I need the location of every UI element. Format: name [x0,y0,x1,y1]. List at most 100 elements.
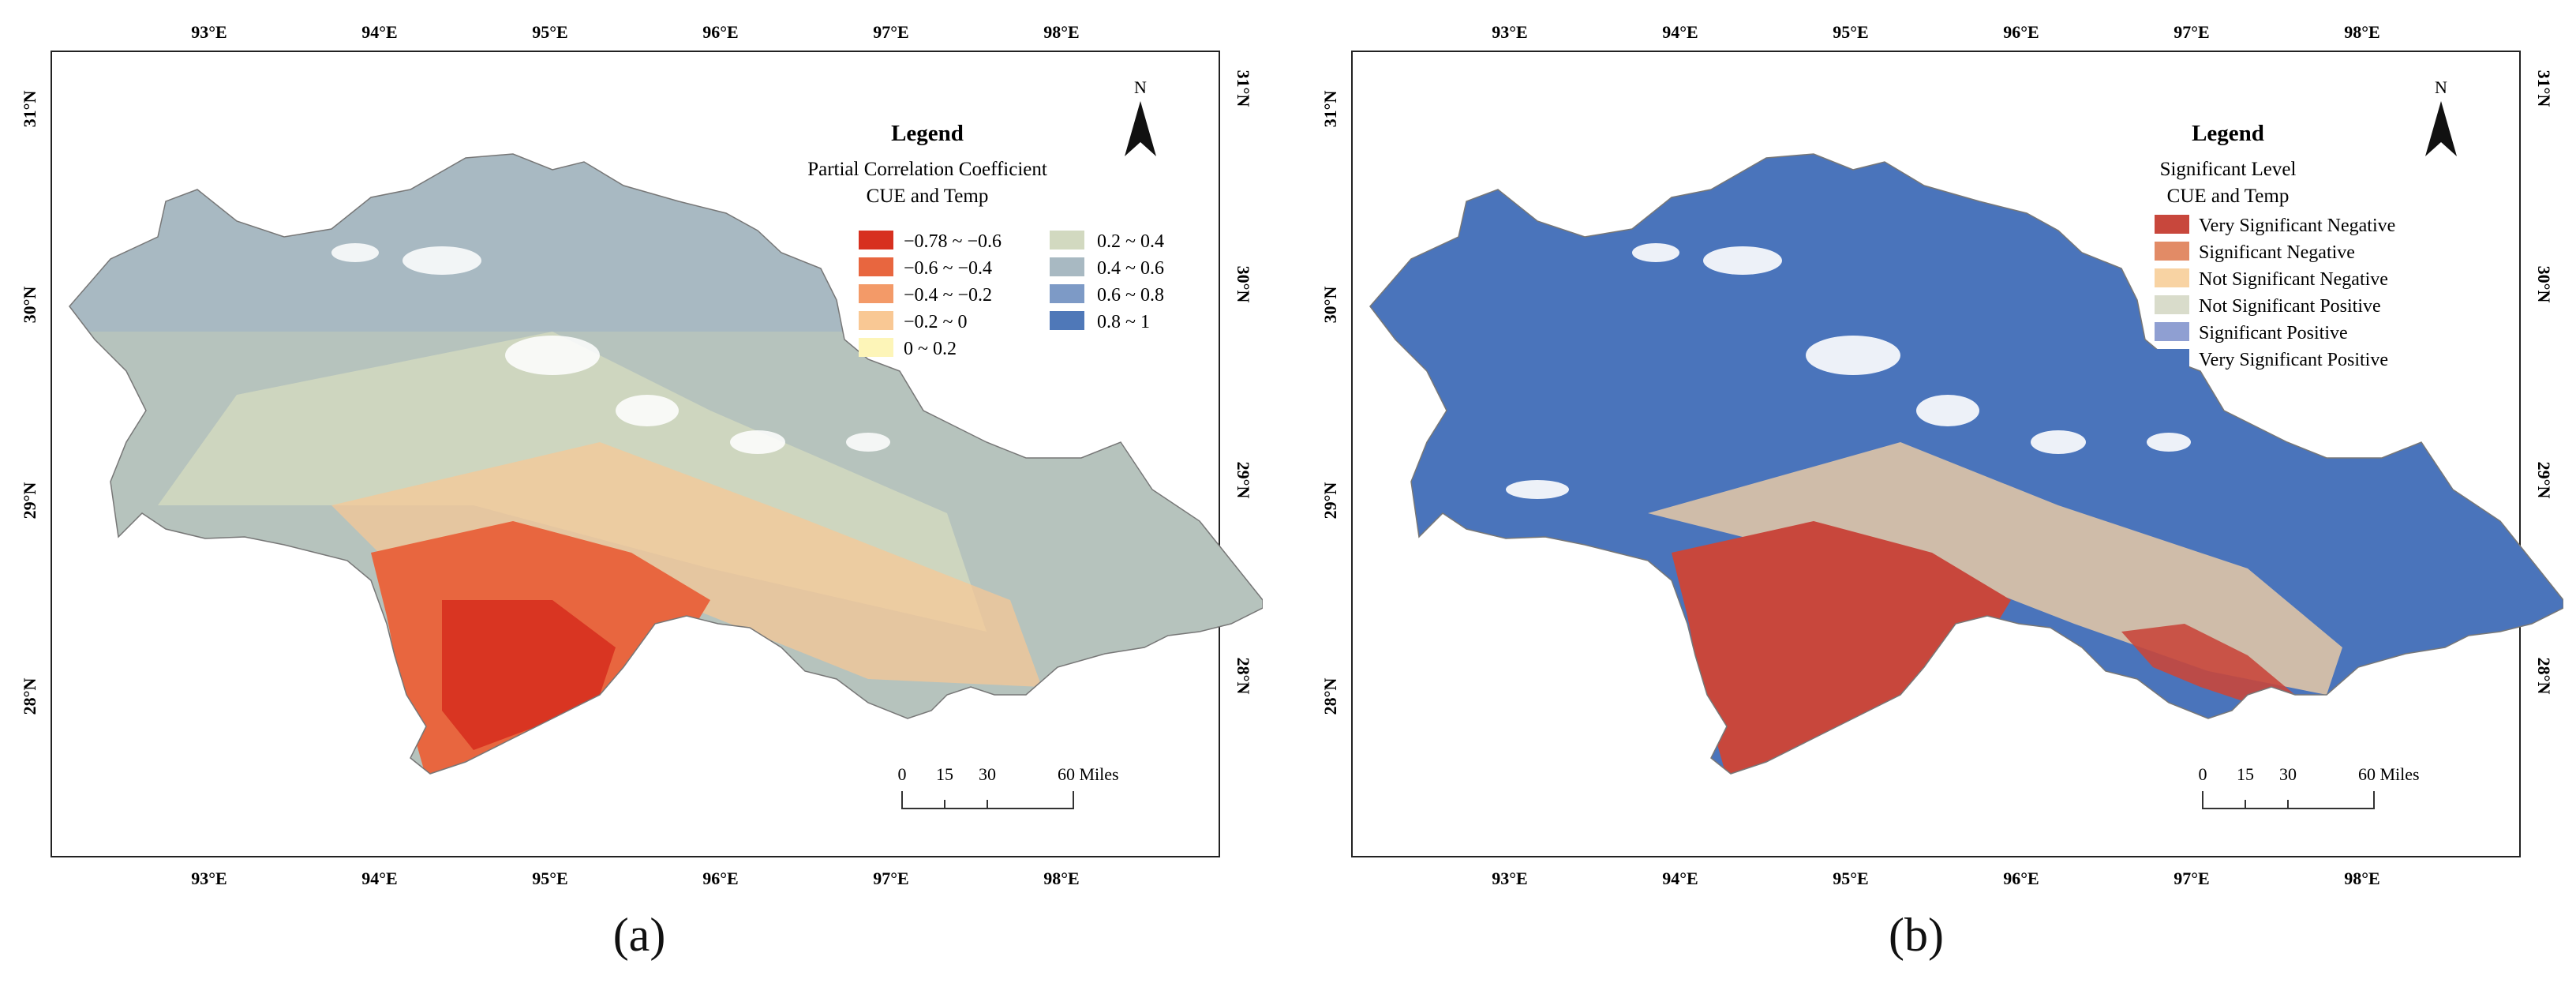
lat-label: 30°N [2534,266,2554,303]
legend-subtitle: CUE and Temp [867,186,989,207]
lon-label: 94°E [1662,869,1698,888]
scale-tick-label: 15 [936,764,953,784]
legend-label: −0.78 ~ −0.6 [904,231,1002,252]
legend-subtitle: Significant Level [2160,159,2297,180]
north-label: N [1134,77,1147,97]
lon-label: 98°E [2344,869,2379,888]
legend-subtitle: Partial Correlation Coefficient [807,159,1047,180]
lon-label: 93°E [191,869,227,888]
legend-swatch [859,284,893,303]
map-a-svg: 93°E 94°E 95°E 96°E 97°E 98°E 93°E 94°E … [20,22,1264,888]
lon-label: 95°E [1833,22,1868,42]
scale-tick-label: 60 Miles [2358,764,2420,784]
legend-swatch [2155,268,2189,287]
lat-label: 31°N [20,91,39,128]
legend-label: Significant Negative [2199,242,2355,263]
lon-label: 93°E [191,22,227,42]
legend-item: 0.8 ~ 1 [1050,311,1150,332]
map-panel-a: 93°E 94°E 95°E 96°E 97°E 98°E 93°E 94°E … [0,0,1264,979]
legend-label: 0.6 ~ 0.8 [1097,285,1164,306]
scale-bar: 0 15 30 60 Miles [2199,764,2420,809]
legend-swatch [2155,215,2189,234]
lat-label: 31°N [2534,70,2554,107]
latitude-labels-left: 31°N 30°N 29°N 28°N [20,91,39,715]
lon-label: 98°E [2344,22,2379,42]
legend-label: 0.2 ~ 0.4 [1097,231,1164,252]
lat-label: 28°N [1320,678,1340,715]
legend-item: Very Significant Positive [2155,349,2388,370]
region-outline [1369,153,2564,775]
lat-label: 30°N [1234,266,1253,303]
lon-label: 98°E [1043,869,1079,888]
scale-tick-label: 0 [898,764,907,784]
lon-label: 97°E [2174,22,2209,42]
legend-swatch [859,338,893,357]
lat-label: 31°N [1234,70,1253,107]
latitude-labels-right: 31°N 30°N 29°N 28°N [2534,70,2554,695]
lat-label: 29°N [2534,462,2554,499]
legend-b: Legend Significant Level CUE and Temp Ve… [2155,121,2395,370]
latitude-labels-right: 31°N 30°N 29°N 28°N [1234,70,1253,695]
lon-label: 96°E [2003,22,2039,42]
legend-swatch [859,257,893,276]
legend-swatch [1050,257,1084,276]
legend-swatch [1050,311,1084,330]
scale-tick-label: 30 [979,764,996,784]
longitude-labels-top: 93°E 94°E 95°E 96°E 97°E 98°E [1492,22,2379,42]
region-fill-south [1672,521,2011,774]
longitude-labels-bottom: 93°E 94°E 95°E 96°E 97°E 98°E [191,869,1079,888]
longitude-labels-top: 93°E 94°E 95°E 96°E 97°E 98°E [191,22,1079,42]
lon-label: 96°E [702,869,738,888]
legend-item: −0.4 ~ −0.2 [859,284,992,306]
region-fill-south-deep [442,600,616,750]
legend-swatch [2155,295,2189,314]
region-fill-south-east [2121,624,2295,703]
lon-label: 94°E [361,22,397,42]
legend-item: Significant Negative [2155,242,2355,263]
panel-caption: (b) [1889,909,1944,961]
lon-label: 97°E [873,869,908,888]
lat-label: 28°N [1234,658,1253,695]
north-arrow-icon: N [2425,77,2457,156]
scale-tick-label: 30 [2279,764,2297,784]
lat-label: 28°N [2534,658,2554,695]
lat-label: 30°N [1320,287,1340,324]
lon-label: 97°E [873,22,908,42]
legend-a: Legend Partial Correlation Coefficient C… [807,121,1164,359]
legend-heading: Legend [891,121,964,146]
legend-swatch [859,311,893,330]
legend-item: −0.78 ~ −0.6 [859,231,1002,252]
legend-swatch [2155,349,2189,368]
scale-bar: 0 15 30 60 Miles [898,764,1119,809]
legend-label: Not Significant Negative [2199,269,2388,290]
legend-label: −0.2 ~ 0 [904,312,968,332]
lon-label: 94°E [1662,22,1698,42]
scale-tick-label: 0 [2199,764,2207,784]
lon-label: 95°E [532,869,567,888]
legend-item: 0.2 ~ 0.4 [1050,231,1164,252]
legend-label: Very Significant Negative [2199,216,2395,236]
legend-item: 0.6 ~ 0.8 [1050,284,1164,306]
legend-label: 0.8 ~ 1 [1097,312,1150,332]
lon-label: 98°E [1043,22,1079,42]
region-fill-transition [331,442,1042,687]
latitude-labels-left: 31°N 30°N 29°N 28°N [1320,91,1340,715]
map-panel-b: 93°E 94°E 95°E 96°E 97°E 98°E 93°E 94°E … [1301,0,2564,979]
legend-item: −0.6 ~ −0.4 [859,257,992,279]
map-b-svg: 93°E 94°E 95°E 96°E 97°E 98°E 93°E 94°E … [1320,22,2564,888]
legend-label: −0.6 ~ −0.4 [904,258,992,279]
legend-heading: Legend [2192,121,2264,146]
region-outline [69,153,1264,775]
lon-label: 94°E [361,869,397,888]
legend-swatch [2155,242,2189,261]
north-label: N [2435,77,2447,97]
north-arrow-icon: N [1125,77,1156,156]
legend-item: Not Significant Positive [2155,295,2381,317]
lat-label: 28°N [20,678,39,715]
lat-label: 31°N [1320,91,1340,128]
legend-swatch [1050,231,1084,250]
legend-item: Significant Positive [2155,322,2348,343]
legend-label: 0 ~ 0.2 [904,339,957,359]
legend-item: 0.4 ~ 0.6 [1050,257,1164,279]
snow-patches [331,243,890,454]
